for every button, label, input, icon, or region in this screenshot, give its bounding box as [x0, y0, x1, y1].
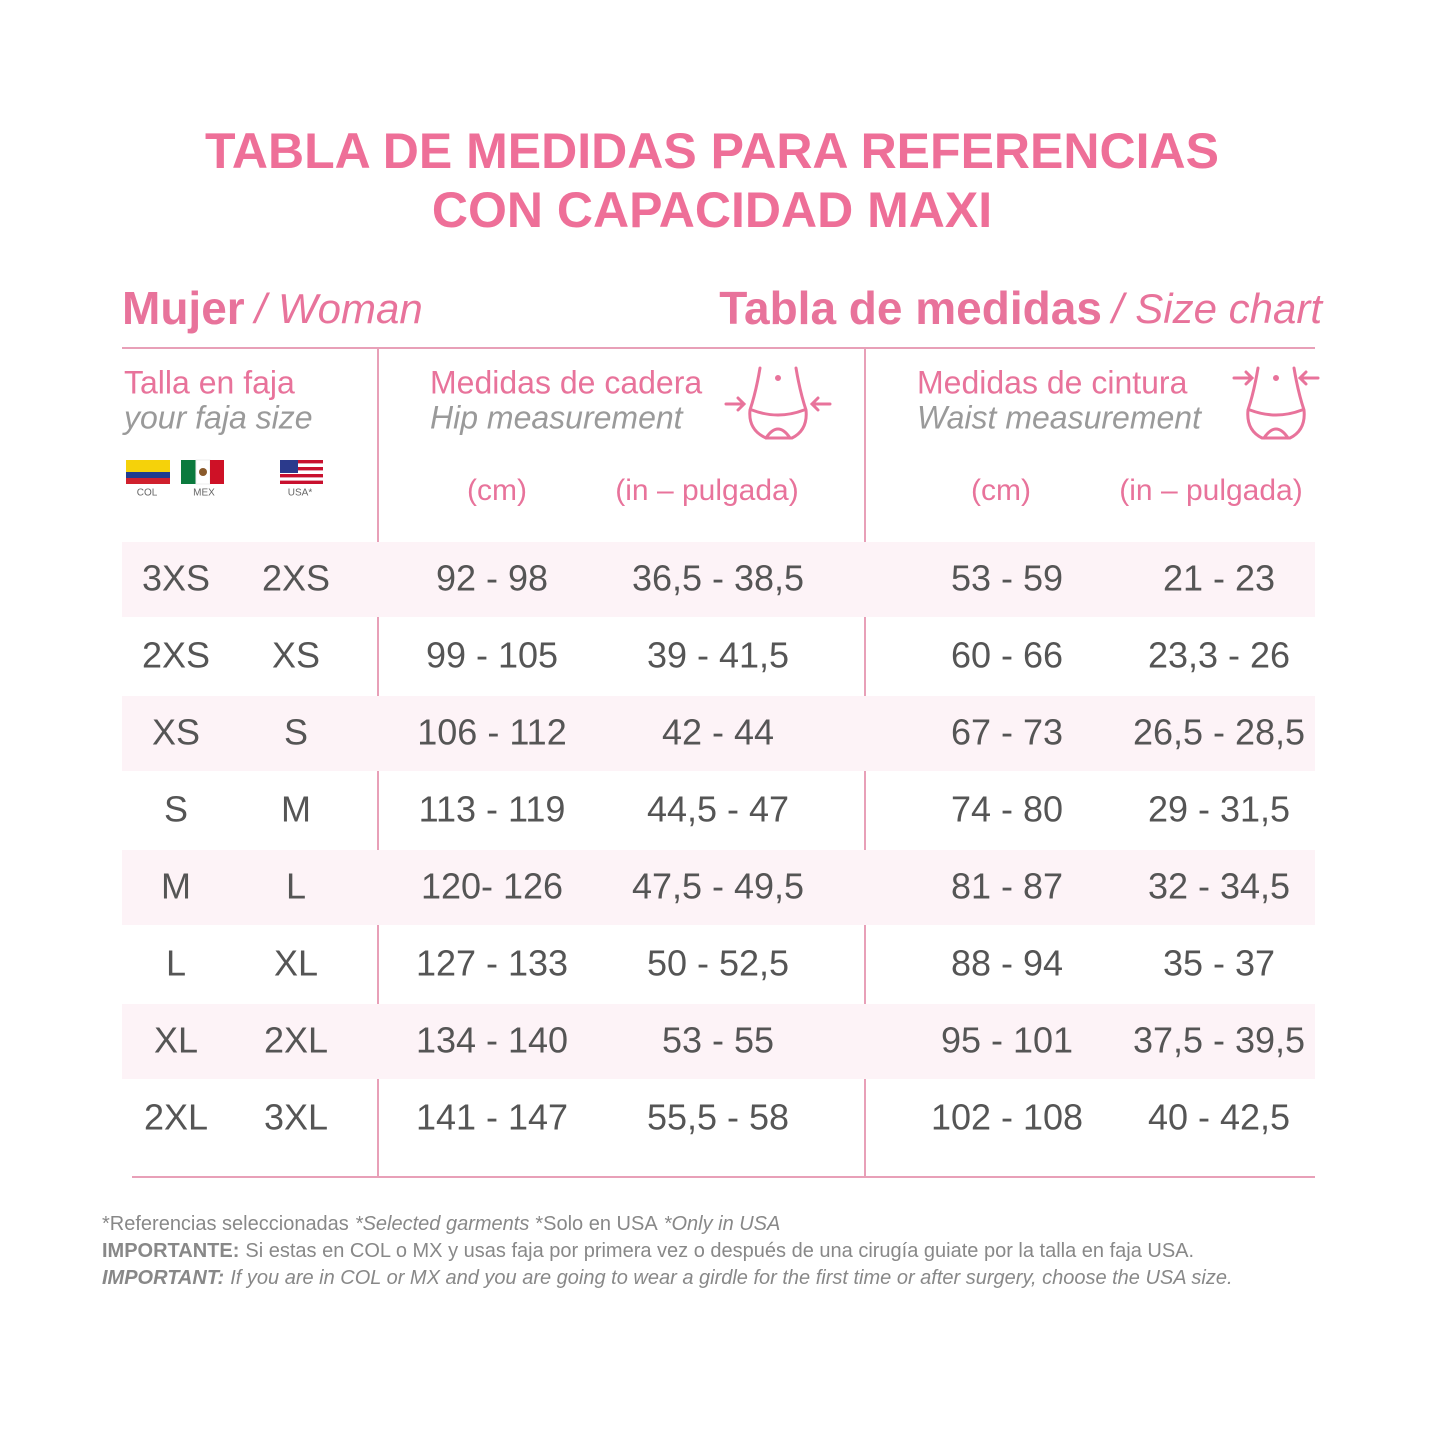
table-cell: 2XS [142, 635, 210, 676]
hip-icon [724, 366, 832, 440]
unit-label: (cm) [971, 474, 1031, 507]
table-cell: L [286, 866, 306, 907]
table-cell: 134 - 140 [416, 1020, 568, 1061]
table-cell: XS [272, 635, 320, 676]
table-cell: 39 - 41,5 [647, 635, 789, 676]
table-cell: 113 - 119 [419, 789, 566, 830]
column-subheader: your faja size [122, 399, 313, 435]
table-cell: 53 - 59 [951, 558, 1063, 599]
table-cell: 127 - 133 [416, 943, 568, 984]
table-cell: 35 - 37 [1163, 943, 1275, 984]
header-bold: Tabla de medidas [719, 282, 1102, 334]
table-cell: 55,5 - 58 [647, 1097, 789, 1138]
title: TABLA DE MEDIDAS PARA REFERENCIAS [205, 123, 1219, 179]
table-cell: L [166, 943, 186, 984]
table-cell: S [164, 789, 188, 830]
column-subheader: Hip measurement [430, 399, 684, 435]
flag-label: USA* [288, 488, 313, 499]
table-cell: S [284, 712, 308, 753]
footnote-part: *Solo en USA [535, 1213, 658, 1235]
header-bold: Mujer [122, 282, 245, 334]
footnote-label: IMPORTANTE: [102, 1240, 239, 1262]
table-cell: 26,5 - 28,5 [1133, 712, 1305, 753]
footnote-part: Si estas en COL o MX y usas faja por pri… [245, 1240, 1194, 1262]
table-cell: 53 - 55 [662, 1020, 774, 1061]
table-cell: 21 - 23 [1163, 558, 1275, 599]
footnote-label: IMPORTANT: [102, 1267, 224, 1289]
unit-label: (cm) [467, 474, 527, 507]
column-header: Talla en faja [124, 364, 295, 400]
table-cell: 40 - 42,5 [1148, 1097, 1290, 1138]
table-cell: 67 - 73 [951, 712, 1063, 753]
table-cell: 37,5 - 39,5 [1133, 1020, 1305, 1061]
table-cell: M [281, 789, 311, 830]
waist-icon [1232, 366, 1320, 440]
column-subheader: Waist measurement [917, 399, 1202, 435]
footnote-part: *Selected garments [355, 1213, 530, 1235]
footnote: *Referencias seleccionadas *Selected garm… [102, 1213, 780, 1235]
table-cell: 74 - 80 [951, 789, 1063, 830]
table-cell: 36,5 - 38,5 [632, 558, 804, 599]
table-cell: 81 - 87 [951, 866, 1063, 907]
row-band [122, 542, 1315, 617]
table-cell: 42 - 44 [662, 712, 774, 753]
table-cell: XL [274, 943, 318, 984]
footnote: IMPORTANT: If you are in COL or MX and yo… [102, 1267, 1233, 1289]
table-cell: 50 - 52,5 [647, 943, 789, 984]
row-band [122, 696, 1315, 771]
table-cell: 102 - 108 [931, 1097, 1083, 1138]
table-cell: 95 - 101 [941, 1020, 1073, 1061]
unit-label: (in – pulgada) [1119, 474, 1302, 507]
section-header: Mujer / Woman [122, 282, 423, 334]
section-header: Tabla de medidas / Size chart [719, 282, 1324, 334]
column-header: Medidas de cadera [430, 364, 702, 400]
flag-usa [280, 460, 323, 484]
table-cell: 23,3 - 26 [1148, 635, 1290, 676]
table-cell: M [161, 866, 191, 907]
table-cell: 141 - 147 [416, 1097, 568, 1138]
table-cell: 3XS [142, 558, 210, 599]
footnote: IMPORTANTE: Si estas en COL o MX y usas f… [102, 1240, 1194, 1262]
footnote-part: *Referencias seleccionadas [102, 1213, 349, 1235]
table-cell: 120- 126 [421, 866, 563, 907]
table-cell: 32 - 34,5 [1148, 866, 1290, 907]
title: CON CAPACIDAD MAXI [432, 182, 992, 238]
footnote-part: If you are in COL or MX and you are goin… [230, 1267, 1232, 1289]
row-band [122, 1004, 1315, 1079]
table-cell: 44,5 - 47 [647, 789, 789, 830]
table-cell: 99 - 105 [426, 635, 558, 676]
flag-col [126, 460, 170, 484]
flag-label: COL [137, 488, 158, 499]
table-cell: 92 - 98 [436, 558, 548, 599]
table-cell: 2XL [264, 1020, 328, 1061]
table-cell: 3XL [264, 1097, 328, 1138]
header-light: / Size chart [1109, 285, 1324, 332]
table-cell: 88 - 94 [951, 943, 1063, 984]
table-cell: 106 - 112 [417, 712, 566, 753]
table-cell: XL [154, 1020, 198, 1061]
flag-label: MEX [193, 488, 215, 499]
header-light: / Woman [252, 285, 423, 332]
table-cell: 2XL [144, 1097, 208, 1138]
column-header: Medidas de cintura [917, 364, 1188, 400]
table-cell: 2XS [262, 558, 330, 599]
table-cell: XS [152, 712, 200, 753]
table-cell: 29 - 31,5 [1148, 789, 1290, 830]
table-cell: 47,5 - 49,5 [632, 866, 804, 907]
footnote-part: *Only in USA [664, 1213, 781, 1235]
row-band [122, 850, 1315, 925]
table-cell: 60 - 66 [951, 635, 1063, 676]
unit-label: (in – pulgada) [615, 474, 798, 507]
flag-mex [181, 459, 224, 485]
